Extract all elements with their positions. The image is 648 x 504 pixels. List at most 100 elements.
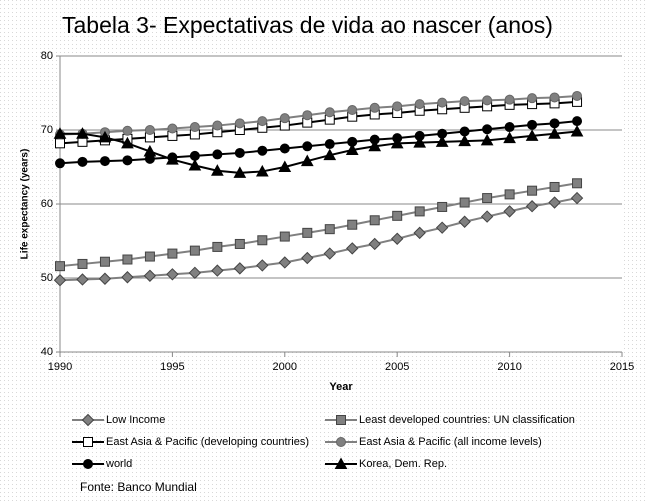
- data-point: [255, 164, 269, 177]
- x-tick-label: 2015: [610, 361, 634, 373]
- data-point: [480, 133, 494, 146]
- data-point: [549, 181, 560, 192]
- y-tick-label: 60: [41, 198, 53, 210]
- data-point: [55, 138, 65, 149]
- data-point: [548, 196, 561, 209]
- data-point: [98, 130, 112, 143]
- data-point: [279, 113, 290, 124]
- data-point: [437, 201, 448, 212]
- data-point: [437, 97, 448, 108]
- data-point: [480, 210, 494, 223]
- data-point: [413, 226, 426, 240]
- data-point: [143, 269, 157, 282]
- data-point: [76, 273, 89, 286]
- legend-marker: [81, 413, 95, 427]
- data-point: [347, 105, 358, 116]
- data-point: [503, 205, 516, 218]
- data-point: [324, 107, 335, 118]
- data-point: [166, 268, 179, 281]
- y-tick-label: 70: [41, 124, 53, 136]
- data-point: [503, 131, 516, 144]
- legend-marker: [83, 437, 93, 447]
- data-point: [144, 251, 155, 262]
- data-point: [233, 166, 247, 178]
- data-point: [302, 141, 313, 152]
- data-point: [166, 153, 179, 165]
- data-point: [504, 189, 515, 200]
- data-point: [435, 135, 449, 147]
- data-point: [77, 156, 88, 167]
- x-axis-label: Year: [329, 381, 353, 393]
- x-tick-label: 1990: [48, 361, 72, 373]
- data-point: [167, 248, 178, 259]
- data-point: [167, 123, 178, 134]
- data-point: [324, 224, 335, 235]
- data-point: [144, 125, 155, 135]
- data-point: [323, 247, 336, 260]
- data-point: [301, 251, 314, 265]
- series-line: [60, 130, 578, 174]
- data-point: [76, 127, 89, 139]
- data-point: [99, 156, 110, 167]
- data-point: [212, 241, 223, 252]
- data-point: [98, 272, 112, 285]
- legend-marker: [334, 457, 348, 469]
- data-point: [413, 136, 427, 148]
- data-point: [122, 155, 133, 166]
- data-point: [459, 197, 470, 208]
- x-tick-label: 2000: [273, 361, 297, 373]
- data-point: [188, 266, 202, 280]
- y-tick-label: 80: [41, 50, 53, 62]
- data-point: [345, 143, 359, 155]
- y-axis-label: Life expectancy (years): [20, 149, 31, 260]
- data-point: [570, 124, 584, 137]
- x-tick-label: 1995: [160, 361, 184, 373]
- data-point: [256, 259, 269, 272]
- y-tick-label: 50: [41, 272, 53, 284]
- data-point: [525, 129, 539, 141]
- legend-label: East Asia & Pacific (all income levels): [359, 436, 542, 448]
- data-point: [504, 122, 515, 133]
- data-point: [300, 154, 314, 167]
- data-point: [53, 274, 67, 287]
- data-point: [302, 227, 313, 238]
- data-point: [548, 127, 561, 139]
- data-point: [390, 136, 404, 149]
- data-point: [482, 193, 493, 204]
- data-point: [369, 102, 380, 113]
- data-point: [346, 242, 359, 255]
- data-point: [189, 245, 200, 256]
- data-point: [122, 125, 133, 136]
- data-point: [414, 99, 425, 110]
- data-point: [459, 96, 470, 107]
- data-point: [55, 158, 65, 169]
- chart-title: Tabela 3- Expectativas de vida ao nascer…: [62, 12, 553, 38]
- data-point: [234, 238, 245, 249]
- data-point: [392, 210, 403, 221]
- legend-label: Least developed countries: UN classifica…: [359, 414, 575, 426]
- data-point: [233, 262, 247, 275]
- data-point: [278, 256, 292, 269]
- legend-label: East Asia & Pacific (developing countrie…: [106, 436, 309, 448]
- data-point: [53, 127, 67, 139]
- data-point: [504, 94, 515, 105]
- data-point: [572, 178, 583, 189]
- data-point: [122, 254, 133, 265]
- data-point: [347, 219, 358, 230]
- data-point: [570, 191, 584, 205]
- data-point: [369, 215, 380, 226]
- source-note: Fonte: Banco Mundial: [80, 480, 197, 494]
- data-point: [527, 119, 538, 130]
- data-point: [527, 93, 538, 104]
- data-point: [234, 118, 245, 129]
- data-point: [234, 147, 245, 158]
- data-point: [279, 143, 290, 154]
- x-tick-label: 2010: [497, 361, 521, 373]
- data-point: [572, 90, 583, 101]
- data-point: [211, 264, 224, 277]
- data-point: [211, 164, 224, 176]
- data-point: [257, 116, 268, 127]
- data-point: [458, 134, 471, 147]
- data-point: [435, 221, 449, 234]
- data-point: [323, 148, 337, 161]
